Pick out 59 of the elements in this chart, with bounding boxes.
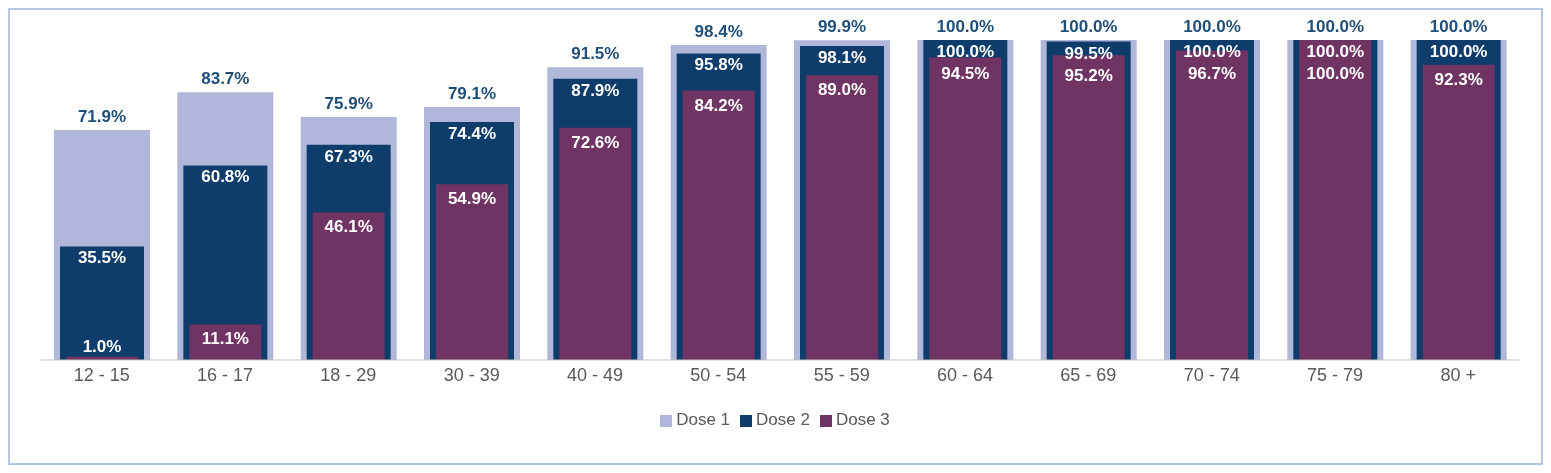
data-label: 94.5% [941, 64, 990, 83]
x-tick-label: 40 - 49 [566, 364, 624, 385]
x-tick-label: 16 - 17 [196, 364, 254, 385]
x-tick-label: 80 + [1440, 364, 1477, 385]
data-label: 98.4% [694, 22, 743, 42]
data-label: 83.7% [201, 69, 250, 89]
data-label: 100.0% [1306, 64, 1365, 83]
x-tick-label: 18 - 29 [320, 364, 377, 385]
data-label: 95.2% [1064, 65, 1113, 85]
data-label: 98.1% [817, 48, 867, 68]
data-label: 11.1% [201, 329, 249, 349]
data-label: 100.0% [1059, 17, 1118, 36]
data-label: 100.0% [1183, 42, 1241, 61]
data-label: 75.9% [324, 94, 373, 114]
data-label: 100.0% [1429, 42, 1488, 61]
data-label: 46.1% [324, 217, 373, 237]
data-label: 100.0% [1306, 17, 1365, 36]
bar [312, 212, 385, 360]
data-label: 95.8% [694, 55, 743, 75]
data-label: 54.9% [447, 189, 497, 209]
data-label: 91.5% [571, 44, 620, 64]
data-label: 99.9% [817, 17, 867, 37]
data-label: 35.5% [77, 248, 127, 268]
x-tick-label: 60 - 64 [936, 364, 994, 385]
x-tick-label: 55 - 59 [813, 364, 870, 385]
legend-label: Dose 1 [676, 410, 731, 429]
data-label: 92.3% [1434, 69, 1483, 89]
x-tick-label: 75 - 79 [1306, 364, 1364, 385]
bar [436, 184, 508, 360]
data-label: 89.0% [817, 80, 867, 100]
data-label: 84.2% [694, 95, 743, 115]
data-label: 87.9% [571, 80, 620, 100]
data-label: 100.0% [1183, 17, 1241, 36]
x-tick-label: 30 - 39 [443, 364, 500, 385]
data-label: 99.5% [1064, 43, 1113, 63]
data-label: 60.8% [201, 167, 250, 187]
data-label: 100.0% [1306, 42, 1365, 61]
data-label: 96.7% [1187, 64, 1237, 83]
x-tick-label: 50 - 54 [690, 364, 747, 385]
data-label: 72.6% [571, 132, 620, 152]
x-tick-label: 12 - 15 [73, 364, 130, 385]
bar [60, 246, 144, 360]
data-label: 74.4% [447, 123, 497, 143]
data-label: 79.1% [447, 83, 497, 103]
bar [682, 90, 755, 360]
data-label: 100.0% [936, 17, 995, 36]
bar [806, 75, 878, 360]
data-label: 100.0% [1429, 17, 1488, 36]
bar [559, 127, 632, 360]
legend-label: Dose 2 [756, 410, 810, 429]
data-label: 1.0% [82, 337, 122, 356]
data-label: 100.0% [936, 42, 995, 61]
x-tick-label: 65 - 69 [1060, 364, 1117, 385]
data-label: 67.3% [324, 146, 373, 166]
bar [1422, 64, 1495, 360]
data-label: 71.9% [77, 106, 127, 126]
x-tick-label: 70 - 74 [1183, 364, 1240, 385]
legend-label: Dose 3 [835, 410, 890, 429]
bar [929, 57, 1002, 360]
